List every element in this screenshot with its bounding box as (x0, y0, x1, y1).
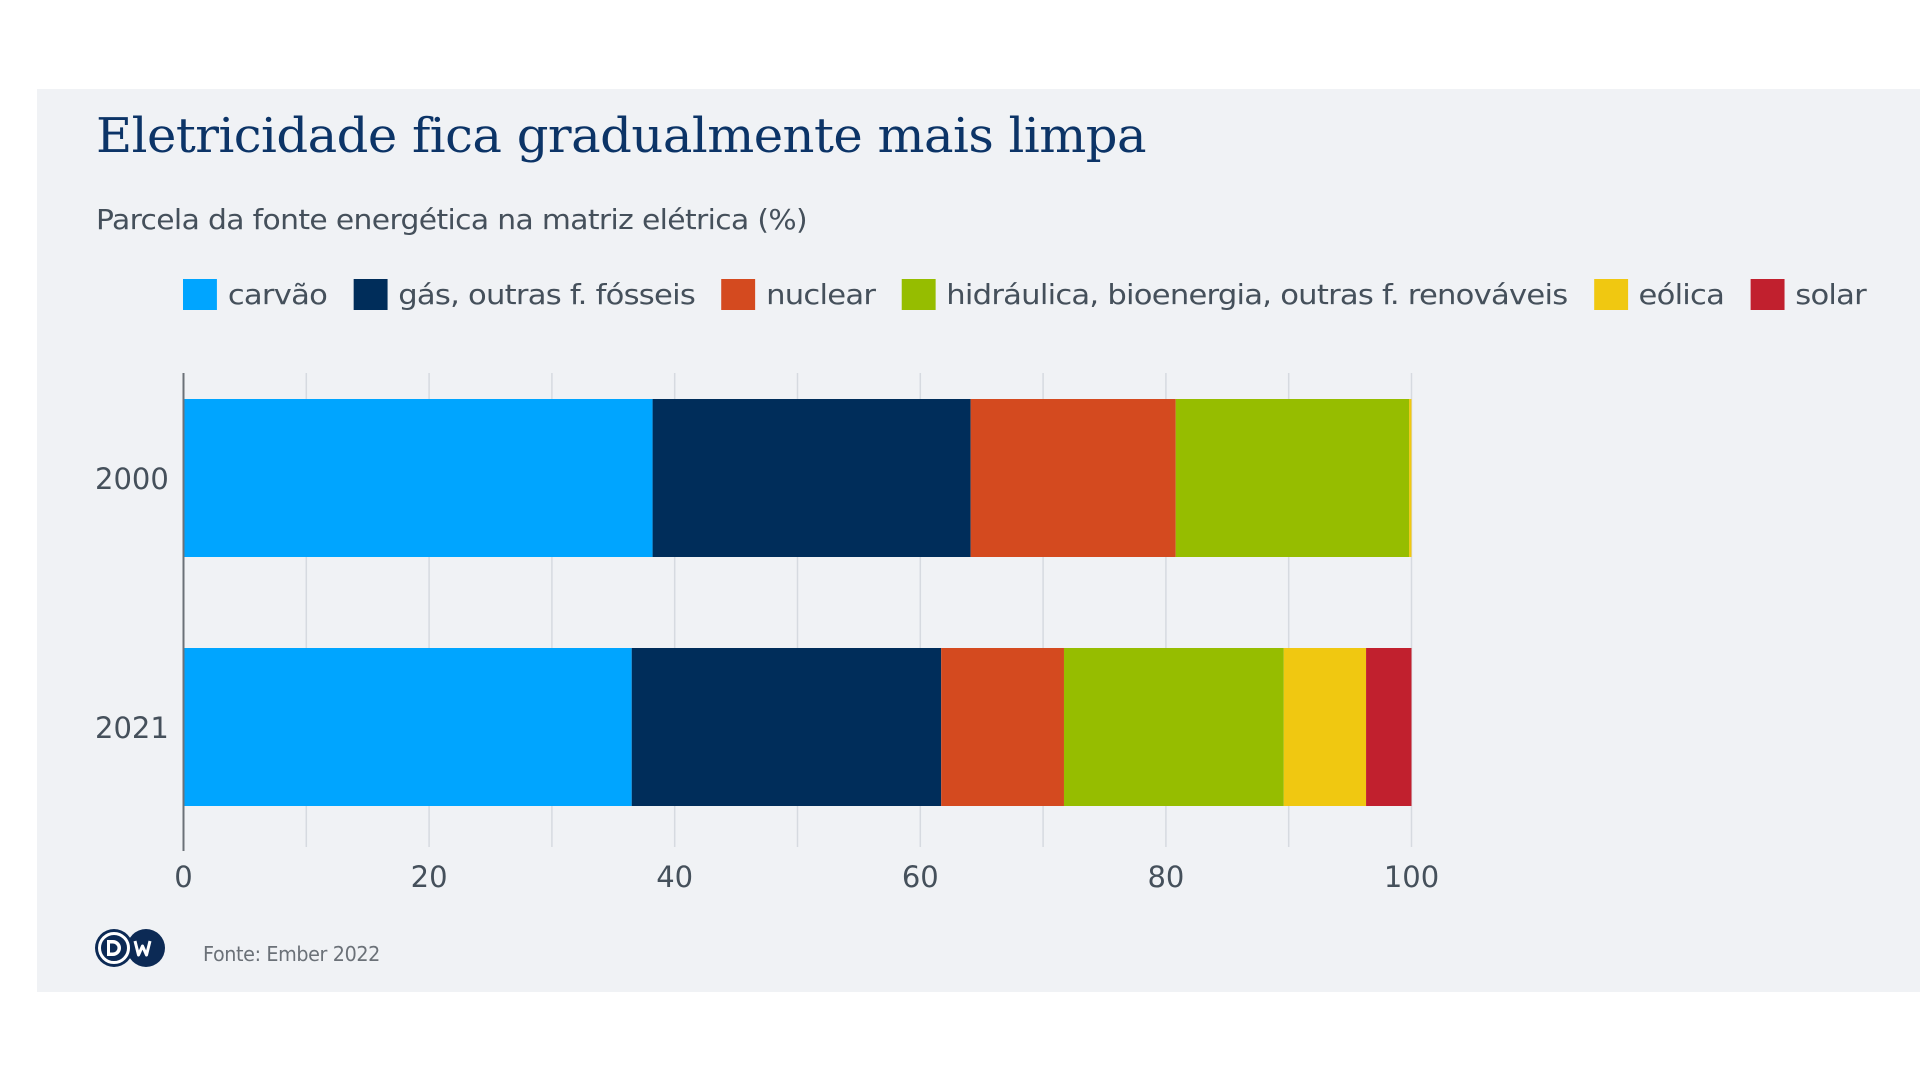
x-tick-label: 0 (174, 860, 192, 894)
legend-item-solar: solar (1750, 277, 1867, 311)
legend-swatch (1750, 278, 1785, 310)
x-tick-label: 40 (656, 860, 693, 894)
legend-label: eólica (1638, 277, 1725, 311)
bar-segment-2000-4 (1409, 399, 1412, 557)
legend-swatch (353, 278, 388, 310)
bar-segment-2000-1 (652, 399, 971, 557)
legend-item-nuclear: nuclear (721, 277, 876, 311)
x-tick-label: 60 (902, 860, 939, 894)
bar-segment-2021-0 (183, 648, 632, 806)
legend-label: hidráulica, bioenergia, outras f. renová… (946, 277, 1568, 311)
legend: carvão gás, outras f. fósseis nuclear hi… (183, 276, 1867, 312)
bar-segment-2021-1 (631, 648, 942, 806)
legend-item-gas: gás, outras f. fósseis (353, 277, 696, 311)
x-axis-ticks: 0 20 40 60 80 100 (174, 860, 1439, 894)
category-label-2021: 2021 (95, 711, 169, 745)
dw-logo-icon (95, 929, 165, 967)
bar-segment-2021-3 (1063, 648, 1284, 806)
chart-title: Eletricidade fica gradualmente mais limp… (96, 108, 1147, 164)
legend-label: nuclear (766, 277, 876, 311)
x-tick-label: 100 (1384, 860, 1439, 894)
category-label-2000: 2000 (95, 462, 169, 496)
source-note: Fonte: Ember 2022 (203, 942, 380, 966)
bar-segment-2000-0 (183, 399, 653, 557)
chart-subtitle: Parcela da fonte energética na matriz el… (96, 203, 808, 236)
legend-item-hidraulica: hidráulica, bioenergia, outras f. renová… (901, 277, 1568, 311)
legend-swatch (901, 278, 936, 310)
bar-segment-2000-3 (1175, 399, 1410, 557)
bars (183, 399, 1412, 806)
legend-item-carvao: carvão (183, 277, 328, 311)
legend-label: gás, outras f. fósseis (398, 277, 696, 311)
x-tick-label: 20 (411, 860, 448, 894)
legend-label: solar (1795, 277, 1867, 311)
bar-segment-2021-2 (941, 648, 1064, 806)
x-tick-label: 80 (1147, 860, 1184, 894)
bar-segment-2021-5 (1366, 648, 1412, 806)
legend-swatch (1593, 278, 1628, 310)
legend-swatch (183, 278, 217, 310)
legend-swatch (721, 278, 756, 310)
bar-segment-2021-4 (1283, 648, 1367, 806)
bar-segment-2000-2 (970, 399, 1176, 557)
y-axis-categories: 2000 2021 (95, 462, 169, 745)
legend-label: carvão (227, 277, 328, 311)
legend-item-eolica: eólica (1593, 277, 1725, 311)
